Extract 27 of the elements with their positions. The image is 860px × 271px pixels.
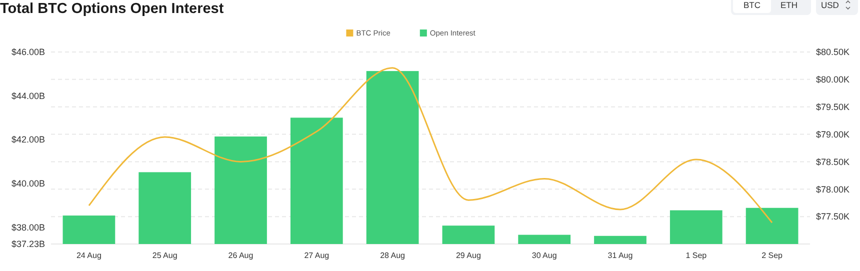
currency-toggle: BTC ETH bbox=[731, 0, 811, 15]
x-tick-label: 28 Aug bbox=[380, 250, 406, 260]
x-tick-label: 24 Aug bbox=[76, 250, 102, 260]
y2-tick-label: $79.50K bbox=[816, 102, 850, 112]
x-tick-label: 1 Sep bbox=[686, 250, 708, 260]
y-tick-label: $38.00B bbox=[11, 222, 45, 232]
x-tick-label: 27 Aug bbox=[304, 250, 330, 260]
y-tick-label: $42.00B bbox=[11, 134, 45, 145]
x-tick-label: 2 Sep bbox=[762, 250, 784, 260]
y2-tick-label: $79.00K bbox=[816, 129, 850, 140]
x-tick-label: 31 Aug bbox=[608, 250, 633, 260]
y-tick-label: $37.23B bbox=[11, 239, 45, 250]
y-tick-label: $46.00B bbox=[11, 47, 45, 58]
y2-tick-label: $78.50K bbox=[816, 156, 850, 167]
y-tick-label: $40.00B bbox=[11, 178, 45, 189]
y2-tick-label: $80.00K bbox=[816, 74, 850, 85]
x-tick-label: 26 Aug bbox=[228, 250, 254, 260]
y2-tick-label: $77.50K bbox=[816, 212, 850, 222]
unit-select: USD bbox=[816, 0, 858, 15]
y-tick-label: $44.00B bbox=[11, 90, 45, 101]
x-tick-label: 29 Aug bbox=[456, 250, 481, 260]
x-tick-label: 30 Aug bbox=[532, 250, 557, 260]
y2-tick-label: $80.50K bbox=[816, 47, 850, 58]
line-series bbox=[88, 67, 773, 224]
y2-tick-label: $78.00K bbox=[816, 184, 850, 194]
x-tick-label: 25 Aug bbox=[152, 250, 178, 260]
chart-title: Total BTC Options Open Interest bbox=[0, 1, 224, 17]
